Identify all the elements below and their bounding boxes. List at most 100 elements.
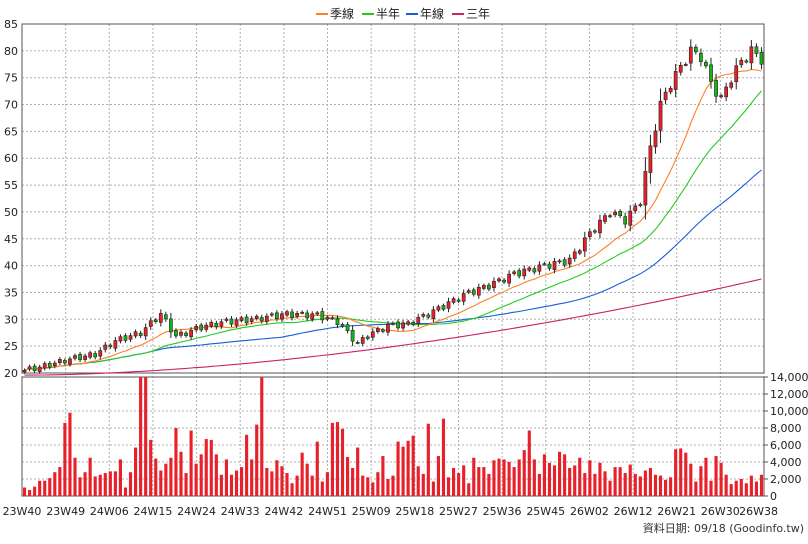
candle-up xyxy=(189,329,193,338)
volume-bar xyxy=(729,484,733,496)
price-tick-label: 40 xyxy=(4,260,18,273)
volume-bar xyxy=(164,463,168,496)
volume-bar xyxy=(33,486,37,496)
volume-bar xyxy=(224,459,228,496)
candle-down xyxy=(426,314,431,318)
candle-down xyxy=(169,318,173,333)
volume-bar xyxy=(128,472,133,496)
candle-up xyxy=(295,313,299,317)
candle-down xyxy=(502,279,506,283)
legend-label: 三年 xyxy=(466,7,490,21)
volume-bar xyxy=(199,454,203,496)
candle-up xyxy=(269,313,274,316)
candle-up xyxy=(209,321,214,327)
volume-bar xyxy=(351,467,355,496)
volume-bar xyxy=(396,441,400,496)
volume-bar xyxy=(285,473,289,496)
volume-bar xyxy=(320,481,324,496)
volume-bar xyxy=(376,472,380,496)
x-tick-label: 26W38 xyxy=(739,505,778,518)
volume-bar xyxy=(234,470,239,496)
x-tick-label: 24W24 xyxy=(177,505,216,518)
candle-down xyxy=(345,324,350,332)
x-tick-label: 25W36 xyxy=(483,505,522,518)
candle-down xyxy=(608,215,612,218)
candle-up xyxy=(391,322,395,325)
volume-bar xyxy=(492,460,496,496)
volume-bar xyxy=(78,477,82,496)
candle-up xyxy=(254,315,259,319)
candle-down xyxy=(93,353,98,358)
candle-down xyxy=(593,230,597,233)
candle-up xyxy=(68,358,72,365)
x-tick-label: 24W06 xyxy=(90,505,129,518)
volume-bar xyxy=(416,466,420,496)
candlesticks xyxy=(22,39,764,374)
volume-bar xyxy=(391,475,395,496)
price-axis: 20 25 30 35 40 45 50 55 60 65 70 75 80 85 xyxy=(4,18,18,380)
volume-bar xyxy=(744,483,748,496)
candle-up xyxy=(522,268,527,277)
volume-bar xyxy=(118,459,122,496)
volume-bar xyxy=(270,471,274,496)
x-tick-label: 26W12 xyxy=(614,505,653,518)
candle-down xyxy=(381,329,385,332)
volume-bar xyxy=(537,473,541,496)
volume-bar xyxy=(28,490,32,496)
candle-up xyxy=(643,171,648,206)
candle-up xyxy=(249,318,254,322)
volume-tick-label: 6,000 xyxy=(770,439,802,452)
candle-down xyxy=(709,64,713,82)
volume-bar xyxy=(103,473,107,496)
volume-bar xyxy=(436,456,440,496)
candle-down xyxy=(411,321,416,325)
candle-up xyxy=(577,250,582,254)
x-tick-label: 24W33 xyxy=(221,505,260,518)
volume-bar xyxy=(512,467,516,496)
candle-down xyxy=(618,211,623,217)
volume-bar xyxy=(255,424,259,496)
candle-up xyxy=(194,326,199,331)
volume-bar xyxy=(618,467,622,496)
candle-up xyxy=(461,293,466,302)
volume-bar xyxy=(265,467,269,496)
volume-tick-label: 0 xyxy=(770,490,777,503)
legend: 季線 半年 年線 三年 xyxy=(316,6,490,21)
legend-label: 半年 xyxy=(376,7,400,21)
candle-up xyxy=(37,366,42,372)
candle-down xyxy=(275,312,279,319)
candle-down xyxy=(532,268,537,273)
volume-bar xyxy=(189,430,193,496)
price-tick-label: 80 xyxy=(4,45,18,58)
price-panel-border xyxy=(21,23,765,374)
candle-up xyxy=(219,321,224,327)
candle-up xyxy=(512,271,517,274)
candle-down xyxy=(365,336,370,339)
volume-bar xyxy=(613,467,617,496)
candle-up xyxy=(375,328,380,332)
candle-down xyxy=(320,311,325,321)
volume-bar xyxy=(467,483,471,496)
candle-up xyxy=(668,88,673,93)
candle-up xyxy=(179,331,183,336)
volume-tick-label: 14,000 xyxy=(770,371,808,384)
volume-bar xyxy=(169,457,173,496)
volume-bar xyxy=(280,466,284,496)
volume-bar xyxy=(73,457,77,496)
candle-up xyxy=(633,205,638,212)
candle-down xyxy=(335,318,340,325)
candle-down xyxy=(63,360,67,364)
volume-bar xyxy=(689,463,693,496)
candle-down xyxy=(350,329,355,342)
candle-down xyxy=(759,51,764,65)
candle-up xyxy=(57,359,62,364)
volume-bar xyxy=(754,481,758,496)
volume-bar xyxy=(305,463,309,496)
volume-bar xyxy=(310,475,314,496)
volume-bar xyxy=(593,473,597,496)
candle-down xyxy=(699,52,703,62)
price-tick-label: 65 xyxy=(4,125,18,138)
candle-up xyxy=(52,362,57,367)
volume-bar xyxy=(219,474,223,496)
candle-up xyxy=(98,350,103,357)
